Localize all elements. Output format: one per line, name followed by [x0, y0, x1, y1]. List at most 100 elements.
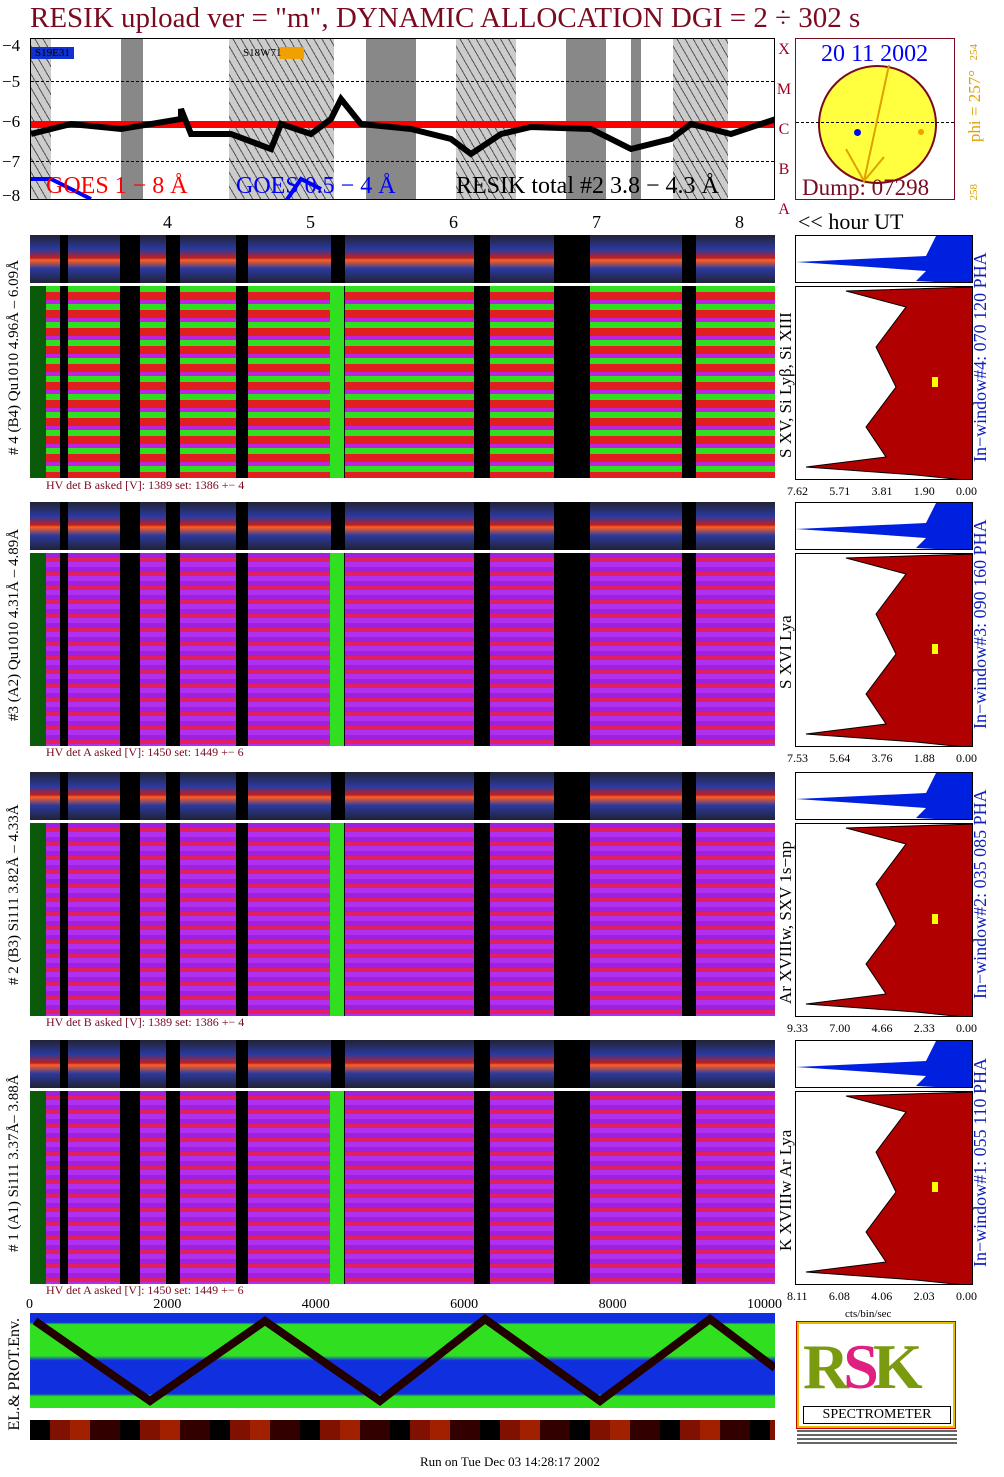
spectrum-strip — [30, 235, 775, 283]
x-tick: 0 — [26, 1297, 33, 1312]
footer-run-date: Run on Tue Dec 03 14:28:17 2002 — [420, 1454, 600, 1469]
y-tick: −6 — [2, 112, 21, 131]
pha-histogram — [795, 1091, 973, 1285]
hist-tick: 7.00 — [829, 1021, 851, 1035]
hist-tick: 6.08 — [828, 1289, 850, 1303]
env-strip — [30, 1420, 775, 1440]
sun-date: 20 11 2002 — [821, 41, 929, 67]
hist-tick: 0.00 — [956, 1021, 977, 1035]
panel-label: # 1 (A1) Si111 3.37Å– 3.88Å — [6, 1074, 22, 1252]
hist-axis: 7.62 5.71 3.81 1.90 0.00 — [787, 484, 977, 498]
class-m: M — [776, 81, 792, 98]
hist-tick: 2.33 — [913, 1021, 935, 1035]
x-tick: 6000 — [450, 1297, 479, 1312]
logo-sub: SPECTROMETER — [803, 1406, 951, 1424]
hist-tick: 1.90 — [913, 484, 935, 498]
hist-tick: 7.62 — [787, 484, 808, 498]
hist-tick: 8.11 — [787, 1289, 808, 1303]
legend-goes-short: GOES 0.5 − 4 Å — [236, 173, 396, 199]
class-a: A — [778, 201, 790, 218]
phi-label: phi = 257° — [965, 70, 984, 143]
hour-tick: 8 — [735, 212, 744, 232]
class-c: C — [778, 121, 790, 138]
hist-tick: 2.03 — [913, 1289, 935, 1303]
pha-histogram-small — [795, 502, 973, 550]
sun-panel: 20 11 2002 Dump: 07298 — [795, 38, 955, 200]
legend-goes-long: GOES 1 − 8 Å — [46, 173, 188, 199]
hist-tick: 3.76 — [871, 751, 893, 765]
hist-axis: 7.53 5.64 3.76 1.88 0.00 — [787, 751, 977, 765]
in-window-label: In−window#3: 090 160 PHA — [970, 519, 990, 730]
line-label: Ar XVIIIw, SXV 1s−np — [776, 840, 795, 1004]
pha-histogram-small — [795, 235, 973, 283]
pha-histogram-small — [795, 772, 973, 820]
hist-tick: 0.00 — [956, 751, 977, 765]
x-tick: 10000 — [746, 1297, 782, 1312]
env-label: EL.& PROT.Env. — [6, 1318, 23, 1431]
phi-top: 254 — [968, 44, 980, 61]
in-window-label: In−window#1: 055 110 PHA — [970, 1058, 990, 1267]
legend-resik: RESIK total #2 3.8 − 4.3 Å — [456, 173, 719, 199]
class-b: B — [778, 161, 790, 178]
phi-bottom: 258 — [968, 184, 980, 201]
spectrum-strip — [30, 772, 775, 820]
hist-tick: 1.88 — [913, 751, 935, 765]
hour-tick: 6 — [449, 212, 458, 232]
particle-environment-map — [30, 1313, 778, 1408]
in-window-label: In−window#4: 070 120 PHA — [970, 252, 990, 463]
hour-tick: 7 — [592, 212, 601, 232]
region-label: S19E31 — [31, 47, 74, 59]
spectrum-strip — [30, 1040, 775, 1088]
panel-label: #3 (A2) Qu1010 4.31Å – 4.89Å — [6, 528, 22, 722]
hour-tick: 4 — [163, 212, 172, 232]
hv-status: HV det B asked [V]: 1389 set: 1386 +− 4 — [46, 478, 245, 492]
spectrogram — [30, 1091, 775, 1284]
hist-tick: 5.71 — [829, 484, 851, 498]
x-tick: 2000 — [153, 1297, 182, 1312]
hour-axis-label: << hour UT — [798, 209, 904, 234]
hist-tick: 4.06 — [871, 1289, 893, 1303]
line-label: S XVI Lya — [776, 615, 795, 689]
region-label: S18W71 — [243, 47, 304, 59]
x-axis: 0 2000 4000 6000 8000 10000 — [26, 1298, 782, 1312]
hist-tick: 5.64 — [829, 751, 851, 765]
hv-status: HV det A asked [V]: 1450 set: 1449 +− 6 — [46, 745, 244, 759]
panel-label: # 4 (B4) Qu1010 4.96Å – 6.09Å — [6, 260, 22, 456]
dump-number: Dump: 07298 — [802, 175, 930, 200]
pha-histogram-small — [795, 1040, 973, 1088]
spectrogram — [30, 286, 775, 478]
hv-status: HV det A asked [V]: 1450 set: 1449 +− 6 — [46, 1283, 244, 1297]
in-window-label: In−window#2: 035 085 PHA — [970, 789, 990, 1000]
hist-tick: 9.33 — [787, 1021, 808, 1035]
hist-unit: cts/bin/sec — [845, 1308, 892, 1320]
y-tick: −7 — [2, 152, 21, 171]
goes-panel: S19E31 S18W71 GOES 1 − 8 Å GOES 0.5 − 4 … — [30, 38, 775, 200]
spectrum-strip — [30, 502, 775, 550]
hist-axis: 9.33 7.00 4.66 2.33 0.00 — [787, 1021, 977, 1035]
hist-tick: 4.66 — [871, 1021, 893, 1035]
page-title: RESIK upload ver = "m", DYNAMIC ALLOCATI… — [30, 2, 861, 34]
pha-histogram — [795, 553, 973, 747]
spectrogram — [30, 553, 775, 746]
pha-histogram — [795, 286, 973, 480]
hist-tick: 0.00 — [956, 484, 977, 498]
resik-logo: RSK SPECTROMETER — [796, 1321, 956, 1429]
pha-histogram — [795, 823, 973, 1017]
y-tick: −5 — [2, 72, 21, 91]
hist-axis: 8.11 6.08 4.06 2.03 0.00 — [787, 1289, 977, 1303]
line-label: K XVIIIw Ar Lya — [776, 1129, 795, 1251]
hist-tick: 7.53 — [787, 751, 808, 765]
x-tick: 4000 — [301, 1297, 330, 1312]
line-label: S XV, Si Lyβ, Si XIII — [776, 312, 795, 458]
hist-tick: 3.81 — [871, 484, 893, 498]
panel-label: # 2 (B3) Si111 3.82Å – 4.33Å — [6, 804, 22, 986]
class-x: X — [778, 41, 790, 58]
spectrogram — [30, 823, 775, 1016]
y-tick: −8 — [2, 186, 21, 205]
x-tick: 8000 — [598, 1297, 627, 1312]
y-tick: −4 — [2, 36, 21, 55]
hour-tick: 5 — [306, 212, 315, 232]
hv-status: HV det B asked [V]: 1389 set: 1386 +− 4 — [46, 1015, 245, 1029]
hist-tick: 0.00 — [956, 1289, 977, 1303]
